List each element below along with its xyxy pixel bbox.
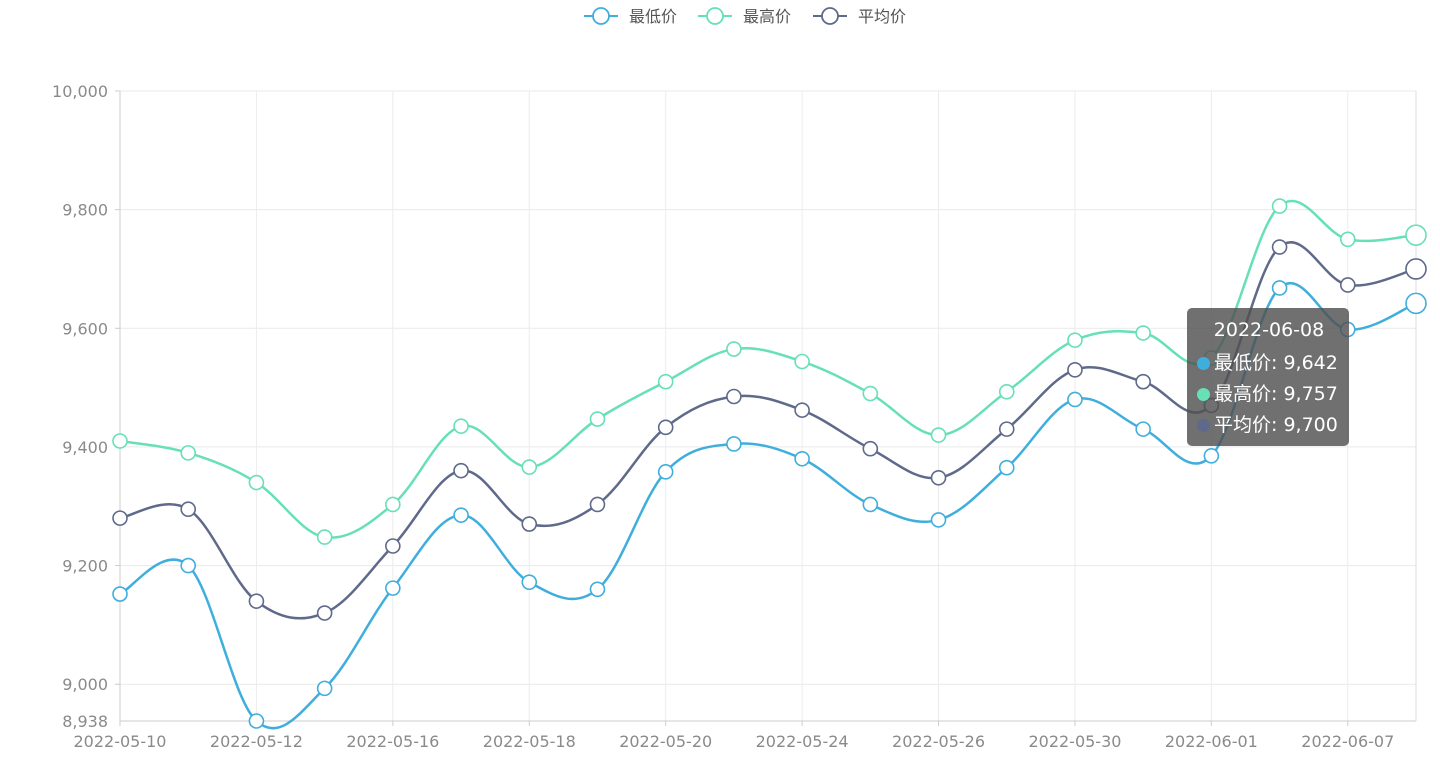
data-point-max-15 xyxy=(1135,325,1151,341)
data-point-max-3 xyxy=(316,529,333,545)
data-point-max-19 xyxy=(1405,224,1427,246)
tooltip-row-min: 最低价: 9,642 xyxy=(1197,348,1341,379)
data-point-max-14 xyxy=(1067,332,1083,348)
y-tick-label-6: 8,938 xyxy=(62,712,108,731)
tooltip-text-avg: 平均价: 9,700 xyxy=(1214,414,1338,436)
x-tick-label-1: 2022-05-12 xyxy=(210,732,303,751)
data-point-min-15 xyxy=(1135,421,1151,437)
data-point-min-4 xyxy=(385,580,401,596)
legend-marker-avg xyxy=(821,7,839,25)
y-tick-label-0: 10,000 xyxy=(52,82,108,101)
data-point-avg-14 xyxy=(1067,362,1083,378)
data-point-avg-3 xyxy=(316,605,333,621)
data-point-avg-4 xyxy=(385,538,401,554)
data-point-avg-1 xyxy=(180,501,197,518)
data-point-max-13 xyxy=(998,383,1015,400)
tooltip-text-max: 最高价: 9,757 xyxy=(1214,383,1338,405)
tooltip-text-min: 最低价: 9,642 xyxy=(1214,352,1338,374)
data-point-max-8 xyxy=(657,373,674,390)
data-point-max-10 xyxy=(794,353,810,370)
data-point-min-10 xyxy=(794,450,810,467)
y-tick-label-2: 9,600 xyxy=(62,319,108,338)
data-point-max-6 xyxy=(521,459,538,475)
data-point-min-6 xyxy=(521,574,538,590)
data-point-min-17 xyxy=(1271,280,1288,296)
tooltip-dot-max xyxy=(1197,388,1210,401)
x-tick-label-5: 2022-05-24 xyxy=(756,732,849,751)
data-point-max-17 xyxy=(1271,198,1288,214)
data-point-avg-11 xyxy=(862,440,879,457)
data-point-max-5 xyxy=(453,418,469,434)
data-point-min-19 xyxy=(1405,292,1427,315)
legend-label-avg: 平均价 xyxy=(858,7,906,26)
legend-marker-min xyxy=(592,7,610,25)
data-point-min-5 xyxy=(453,507,469,523)
data-point-avg-8 xyxy=(657,419,674,436)
data-point-min-16 xyxy=(1203,448,1220,464)
data-point-avg-17 xyxy=(1271,239,1288,255)
data-point-max-18 xyxy=(1339,231,1356,248)
x-tick-label-4: 2022-05-20 xyxy=(619,732,712,751)
data-point-min-3 xyxy=(316,680,333,697)
data-point-min-8 xyxy=(657,464,674,480)
y-tick-label-4: 9,200 xyxy=(62,557,108,576)
data-point-avg-10 xyxy=(794,402,810,418)
data-point-min-2 xyxy=(248,713,265,729)
data-point-min-7 xyxy=(589,581,606,598)
data-point-max-1 xyxy=(180,445,197,461)
x-tick-label-3: 2022-05-18 xyxy=(483,732,576,751)
data-point-min-9 xyxy=(726,436,742,452)
x-tick-label-6: 2022-05-26 xyxy=(892,732,985,751)
data-point-avg-5 xyxy=(453,462,469,479)
data-point-avg-9 xyxy=(726,388,742,405)
data-point-avg-7 xyxy=(589,496,606,513)
chart-tooltip: 2022-06-08 最低价: 9,642 最高价: 9,757 平均价: 9,… xyxy=(1187,308,1349,446)
data-point-avg-6 xyxy=(521,516,538,532)
legend-marker-max xyxy=(706,7,724,25)
y-tick-label-1: 9,800 xyxy=(62,201,108,220)
data-point-avg-0 xyxy=(112,510,128,526)
data-point-min-13 xyxy=(998,459,1015,476)
y-tick-label-5: 9,000 xyxy=(62,675,108,694)
data-point-avg-2 xyxy=(248,593,265,609)
data-point-avg-13 xyxy=(998,421,1015,437)
data-point-max-2 xyxy=(248,474,265,491)
tooltip-title: 2022-06-08 xyxy=(1213,319,1325,341)
data-point-max-9 xyxy=(726,341,742,357)
tooltip-dot-avg xyxy=(1197,419,1210,432)
data-point-avg-19 xyxy=(1405,258,1427,280)
data-point-max-7 xyxy=(589,411,606,427)
data-point-max-12 xyxy=(930,427,947,443)
data-point-max-4 xyxy=(385,496,401,513)
x-tick-label-0: 2022-05-10 xyxy=(74,732,167,751)
x-tick-label-8: 2022-06-01 xyxy=(1165,732,1258,751)
legend-label-max: 最高价 xyxy=(743,7,791,26)
y-tick-label-3: 9,400 xyxy=(62,438,108,457)
data-point-min-11 xyxy=(862,496,879,513)
tooltip-row-max: 最高价: 9,757 xyxy=(1197,379,1341,410)
tooltip-dot-min xyxy=(1197,357,1210,370)
data-point-max-11 xyxy=(862,385,879,402)
data-point-max-0 xyxy=(112,433,128,449)
data-point-min-14 xyxy=(1067,391,1083,408)
x-tick-label-9: 2022-06-07 xyxy=(1301,732,1394,751)
x-tick-label-7: 2022-05-30 xyxy=(1028,732,1121,751)
legend-label-min: 最低价 xyxy=(629,7,677,26)
data-point-min-0 xyxy=(112,586,128,602)
data-point-avg-12 xyxy=(930,469,947,486)
data-point-avg-18 xyxy=(1339,277,1356,293)
tooltip-row-avg: 平均价: 9,700 xyxy=(1197,410,1341,441)
x-tick-label-2: 2022-05-16 xyxy=(346,732,439,751)
data-point-min-1 xyxy=(180,557,197,574)
data-point-min-12 xyxy=(930,512,947,528)
data-point-avg-15 xyxy=(1135,373,1151,390)
